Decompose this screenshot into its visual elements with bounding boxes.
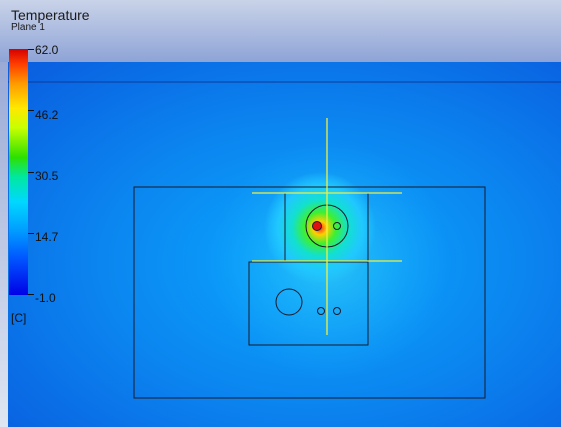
viewport-background-top [0, 0, 561, 62]
scale-tick [28, 233, 34, 234]
scale-label: 30.5 [35, 169, 59, 183]
scale-tick [28, 110, 34, 111]
large-hole-lower [275, 288, 303, 316]
scale-tick [28, 172, 34, 173]
scale-tick [28, 294, 34, 295]
small-pin-upper [333, 222, 341, 230]
legend-title: Temperature [11, 7, 90, 23]
heat-source-pin [312, 221, 322, 231]
legend-subtitle: Plane 1 [11, 22, 45, 33]
scale-unit: [C] [11, 311, 27, 325]
scale-label: 14.7 [35, 230, 59, 244]
scale-label: 46.2 [35, 108, 59, 122]
small-pin-lower-left [317, 307, 325, 315]
color-scale-bar [9, 49, 28, 295]
scale-label-min: -1.0 [35, 291, 56, 305]
scale-label-max: 62.0 [35, 43, 59, 57]
viewport-left-strip [0, 62, 8, 427]
outer-enclosure [133, 186, 486, 399]
lower-block [248, 261, 369, 346]
scale-tick [28, 49, 34, 50]
small-pin-lower-right [333, 307, 341, 315]
